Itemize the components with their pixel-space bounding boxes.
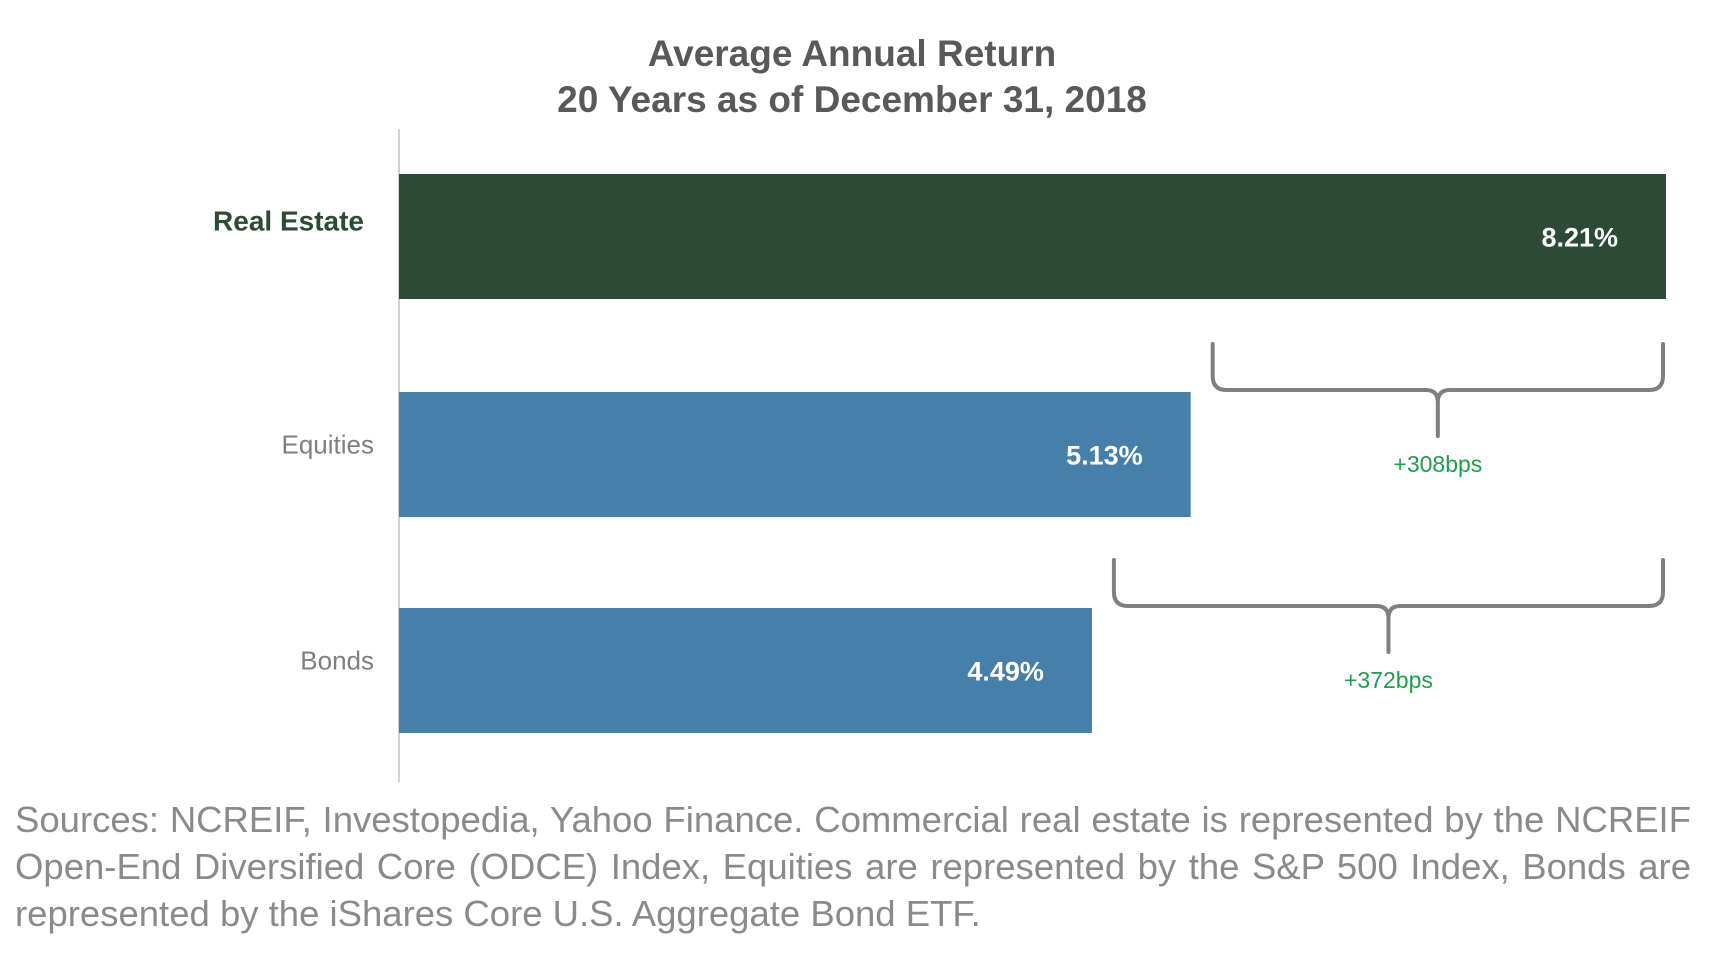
bar-equities [399, 392, 1191, 517]
difference-bracket-2 [1111, 558, 1665, 654]
difference-label-1: +308bps [1393, 451, 1482, 477]
value-label-equities: 5.13% [1066, 441, 1143, 471]
value-label-real-estate: 8.21% [1541, 223, 1618, 253]
category-label-real-estate: Real Estate [213, 206, 364, 237]
chart-subtitle: 20 Years as of December 31, 2018 [557, 79, 1147, 120]
sources-note: Sources: NCREIF, Investopedia, Yahoo Fin… [15, 799, 1691, 934]
chart-marks: 8.21% Real Estate 5.13% Equities 4.49% Bonds +… [213, 174, 1666, 733]
chart-title: Average Annual Return [648, 33, 1056, 74]
value-label-bonds: 4.49% [967, 657, 1044, 687]
category-label-bonds: Bonds [300, 646, 374, 676]
difference-label-2: +372bps [1344, 667, 1433, 693]
difference-bracket-1 [1210, 342, 1665, 438]
category-label-equities: Equities [282, 430, 375, 460]
bar-bonds [399, 608, 1092, 733]
bar-real-estate [399, 174, 1666, 299]
